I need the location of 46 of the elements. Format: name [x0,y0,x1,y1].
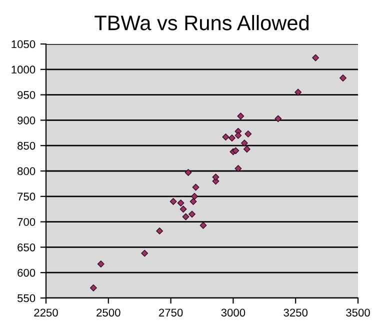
y-tick-label: 950 [18,91,36,99]
point [177,200,184,206]
point [97,260,104,268]
point [274,115,282,122]
point [184,169,192,176]
y-tick-label: 700 [18,218,36,226]
point [237,112,244,120]
x-tick-label: 3000 [221,308,246,317]
point [192,184,200,191]
y-tick-label: 650 [18,243,36,252]
y-tick-label: 850 [18,142,36,150]
point [141,250,148,257]
y-tick-label: 600 [18,268,36,277]
point [191,192,198,200]
point [294,88,302,96]
point [200,222,207,229]
y-tick-label: 1000 [12,66,36,74]
point [234,165,242,172]
y-tick-label: 1050 [12,40,36,48]
point [222,134,230,140]
x-tick-label: 2250 [34,308,58,317]
point [90,284,97,292]
x-tick-label: 3250 [284,308,308,317]
point [312,54,320,62]
point [244,130,252,138]
point [243,146,250,153]
point [240,140,248,147]
point [234,132,242,139]
point [156,227,164,234]
point [228,134,236,142]
y-tick-label: 750 [18,192,36,201]
point [232,147,240,154]
x-tick-label: 2500 [96,308,120,317]
x-tick-label: 2750 [159,308,183,317]
point [180,206,187,213]
point [340,74,346,82]
point [190,198,197,205]
point [188,210,196,218]
y-tick-label: 900 [18,116,36,124]
x-tick-label: 3500 [346,308,370,317]
chart-title: TBWa vs Runs Allowed [94,15,309,30]
y-tick-label: 550 [17,294,36,302]
point [170,198,177,205]
y-tick-label: 800 [18,167,36,176]
point [212,174,220,181]
point [182,213,190,220]
